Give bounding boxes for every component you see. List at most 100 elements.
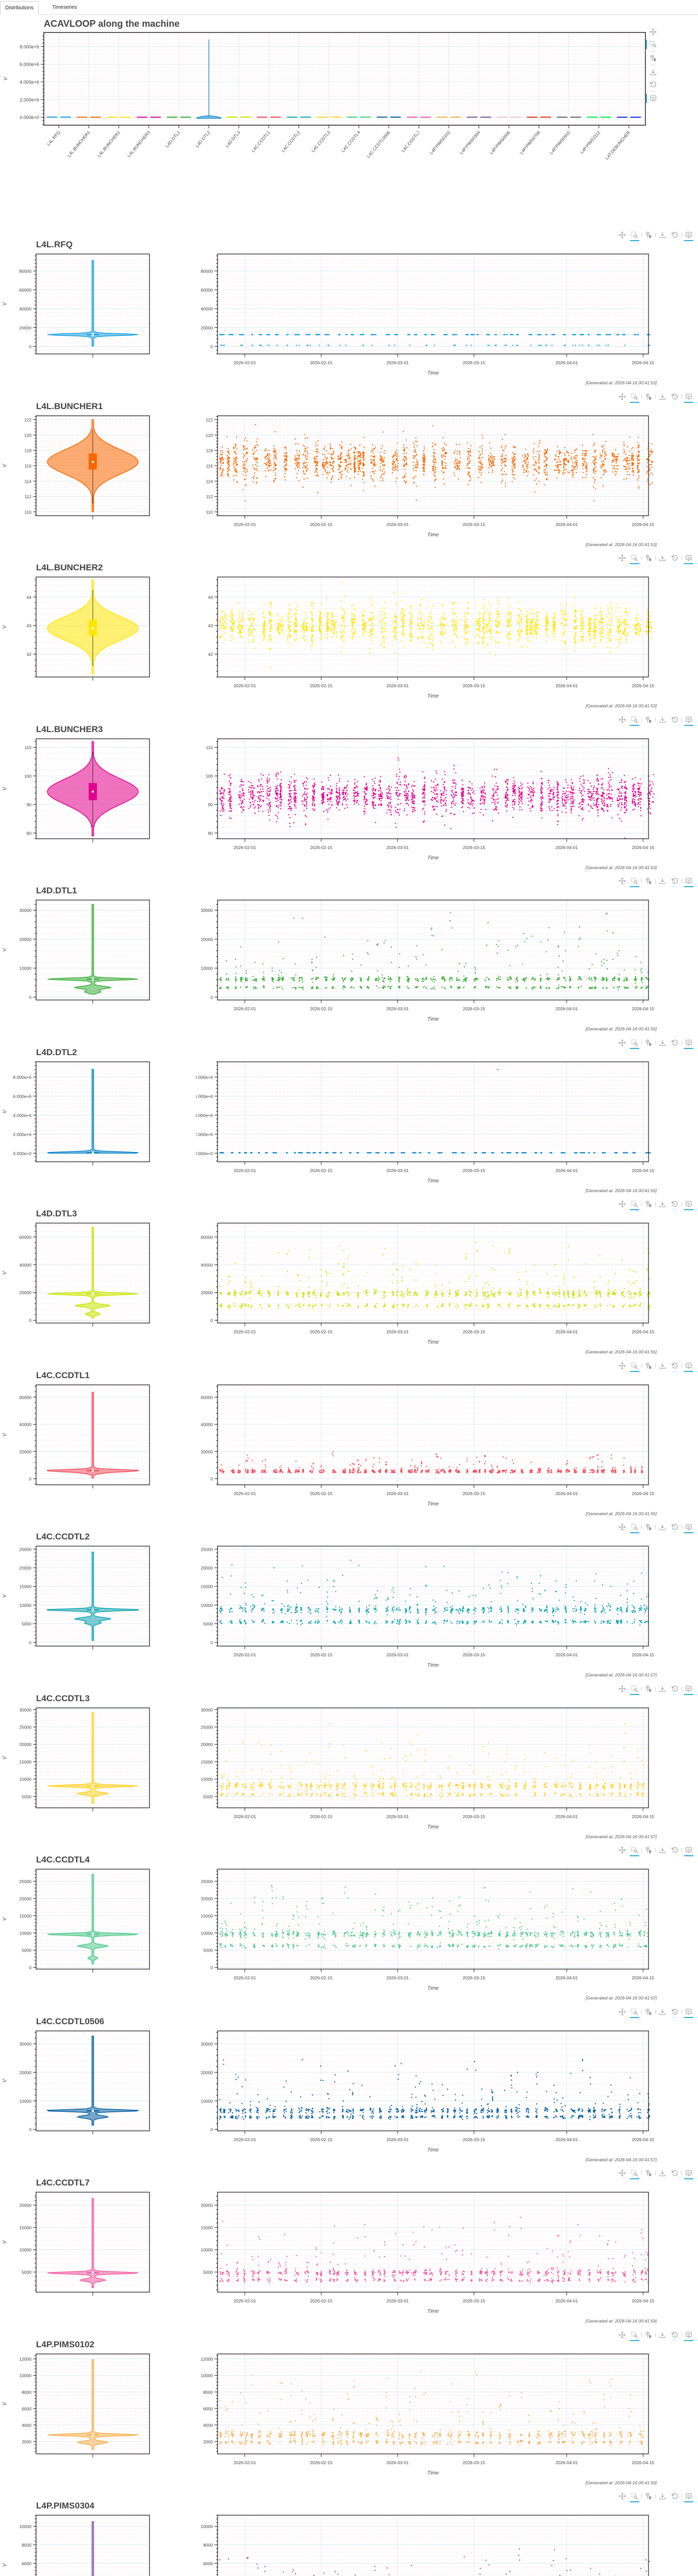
hover-tool-button[interactable]: [683, 2168, 695, 2179]
box-zoom-tool-button[interactable]: [628, 230, 641, 241]
reset-tool-button[interactable]: [648, 78, 658, 91]
timeseries-chart[interactable]: 0 20000 40000 60000 2026-02-01 2026-02-15 2026…: [196, 1382, 660, 1521]
save-tool-button[interactable]: [656, 1522, 669, 1532]
timeseries-chart[interactable]: 80 90 100 110 2026-02-01 2026-02-15 2026-03-01…: [196, 736, 660, 875]
timeseries-chart[interactable]: 110 112 114 116 118 120 122 2026-02-01 2026-02-1…: [196, 413, 660, 552]
box-zoom-tool-button[interactable]: [628, 1845, 641, 1856]
save-tool-button[interactable]: [656, 1038, 669, 1048]
violin-chart[interactable]: 0 20000 40000 60000 V: [0, 1382, 155, 1511]
overview-violin-chart[interactable]: 0.000e+0 2.000e+6 4.000e+6 6.000e+6 8.000e+6…: [0, 31, 698, 227]
pan-tool-button[interactable]: [648, 26, 658, 38]
hover-tool-button[interactable]: [646, 92, 658, 105]
save-tool-button[interactable]: [656, 2168, 669, 2178]
violin-chart[interactable]: 0 5000 10000 15000 20000 25000 V: [0, 1543, 155, 1672]
reset-tool-button[interactable]: [669, 2168, 681, 2178]
hover-tool-button[interactable]: [683, 2330, 695, 2341]
timeseries-chart[interactable]: 0 20000 40000 60000 80000 2026-02-01 2026-02-1…: [196, 251, 660, 390]
wheel-zoom-tool-button[interactable]: [642, 876, 655, 886]
violin-shape[interactable]: [47, 2359, 139, 2450]
hover-tool-button[interactable]: [683, 1845, 695, 1856]
wheel-zoom-tool-button[interactable]: [642, 715, 655, 725]
save-tool-button[interactable]: [656, 392, 669, 402]
violin-chart[interactable]: 5000 10000 15000 20000 V: [0, 2189, 155, 2318]
timeseries-chart[interactable]: 0 5000 10000 15000 20000 25000 2026-02-01 2026-…: [196, 1543, 660, 1682]
pan-tool-button[interactable]: [616, 1845, 628, 1855]
save-tool-button[interactable]: [648, 66, 658, 78]
hover-tool-button[interactable]: [683, 715, 695, 726]
box-zoom-tool-button[interactable]: [628, 2330, 641, 2341]
pan-tool-button[interactable]: [616, 2007, 628, 2017]
timeseries-chart[interactable]: 0 5000 10000 15000 20000 25000 2026-02-01 2026-…: [196, 1866, 660, 2005]
reset-tool-button[interactable]: [669, 2330, 681, 2340]
box-zoom-tool-button[interactable]: [628, 392, 641, 403]
reset-tool-button[interactable]: [669, 1361, 681, 1371]
reset-tool-button[interactable]: [669, 1845, 681, 1855]
violin-shape[interactable]: [47, 904, 139, 995]
violin-shape[interactable]: [47, 1711, 139, 1804]
violin-chart[interactable]: 2000 4000 6000 8000 10000 12000 V: [0, 2351, 155, 2480]
timeseries-chart[interactable]: 5000 10000 15000 20000 25000 30000 2026-02-01 2…: [196, 1705, 660, 1844]
save-tool-button[interactable]: [656, 1199, 669, 1209]
box-zoom-tool-button[interactable]: [628, 1199, 641, 1210]
save-tool-button[interactable]: [656, 1845, 669, 1855]
violin-L4D.DTL2[interactable]: [196, 115, 222, 119]
timeseries-chart[interactable]: 2000 4000 6000 8000 10000 12000 2026-02-01 2026…: [196, 2351, 660, 2490]
save-tool-button[interactable]: [656, 1684, 669, 1694]
wheel-zoom-tool-button[interactable]: [642, 553, 655, 563]
pan-tool-button[interactable]: [616, 2330, 628, 2340]
save-tool-button[interactable]: [656, 1361, 669, 1371]
violin-chart[interactable]: 110 112 114 116 118 120 122 V: [0, 413, 155, 541]
reset-tool-button[interactable]: [669, 2007, 681, 2017]
reset-tool-button[interactable]: [669, 715, 681, 725]
violin-chart[interactable]: 0 10000 20000 30000 V: [0, 897, 155, 1026]
violin-shape[interactable]: [47, 1874, 139, 1964]
hover-tool-button[interactable]: [683, 876, 695, 887]
save-tool-button[interactable]: [656, 553, 669, 563]
violin-chart[interactable]: 0 10000 20000 30000 V: [0, 2028, 155, 2157]
wheel-zoom-tool-button[interactable]: [642, 1199, 655, 1209]
pan-tool-button[interactable]: [616, 1199, 628, 1209]
box-zoom-tool-button[interactable]: [628, 1361, 641, 1372]
reset-tool-button[interactable]: [669, 1684, 681, 1694]
hover-tool-button[interactable]: [683, 2491, 695, 2502]
timeseries-chart[interactable]: 2000400060008000100002026-02-012026-02-1…: [196, 2512, 660, 2576]
pan-tool-button[interactable]: [616, 1684, 628, 1694]
box-zoom-tool-button[interactable]: [628, 1684, 641, 1695]
save-tool-button[interactable]: [656, 2491, 669, 2501]
violin-shape[interactable]: [47, 1392, 139, 1479]
timeseries-chart[interactable]: 0 10000 20000 30000 2026-02-01 2026-02-15 2026…: [196, 897, 660, 1036]
timeseries-chart[interactable]: 0 20000 40000 60000 2026-02-01 2026-02-15 2026…: [196, 1220, 660, 1359]
violin-chart[interactable]: 0.000e+0 2.000e+6 4.000e+6 6.000e+6 8.000e+6…: [0, 1059, 155, 1188]
violin-chart[interactable]: 0 5000 10000 15000 20000 25000 V: [0, 1866, 155, 1995]
violin-shape[interactable]: [47, 1069, 139, 1154]
timeseries-chart[interactable]: 42 43 44 2026-02-01 2026-02-15 2026-03-01 2026…: [196, 574, 660, 713]
reset-tool-button[interactable]: [669, 1199, 681, 1209]
hover-tool-button[interactable]: [683, 1522, 695, 1533]
violin-chart[interactable]: 42 43 44 V: [0, 574, 155, 703]
pan-tool-button[interactable]: [616, 2491, 628, 2501]
reset-tool-button[interactable]: [669, 553, 681, 563]
violin-chart[interactable]: 5000 10000 15000 20000 25000 30000 V: [0, 1705, 155, 1834]
save-tool-button[interactable]: [656, 230, 669, 240]
violin-shape[interactable]: [47, 2198, 139, 2289]
pan-tool-button[interactable]: [616, 2168, 628, 2178]
timeseries-chart[interactable]: 0.000e+0 2.000e+6 4.000e+6 6.000e+6 8.000e+6…: [196, 1059, 660, 1198]
reset-tool-button[interactable]: [669, 392, 681, 402]
violin-shape[interactable]: [47, 1551, 139, 1641]
box-zoom-tool-button[interactable]: [628, 715, 641, 726]
violin-shape[interactable]: [47, 2521, 138, 2576]
wheel-zoom-tool-button[interactable]: [642, 2330, 655, 2340]
violin-chart[interactable]: 0 20000 40000 60000 80000 V: [0, 251, 155, 380]
wheel-zoom-tool-button[interactable]: [642, 1361, 655, 1371]
violin-shape[interactable]: [47, 260, 139, 347]
box-zoom-tool-button[interactable]: [646, 38, 658, 50]
violin-chart[interactable]: 0 20000 40000 60000 V: [0, 1220, 155, 1349]
box-zoom-tool-button[interactable]: [628, 2168, 641, 2179]
violin-chart[interactable]: 200040006000800010000V: [0, 2512, 155, 2576]
wheel-zoom-tool-button[interactable]: [648, 52, 658, 64]
wheel-zoom-tool-button[interactable]: [642, 1845, 655, 1855]
wheel-zoom-tool-button[interactable]: [642, 1684, 655, 1694]
hover-tool-button[interactable]: [683, 553, 695, 564]
pan-tool-button[interactable]: [616, 876, 628, 886]
box-zoom-tool-button[interactable]: [628, 1038, 641, 1049]
